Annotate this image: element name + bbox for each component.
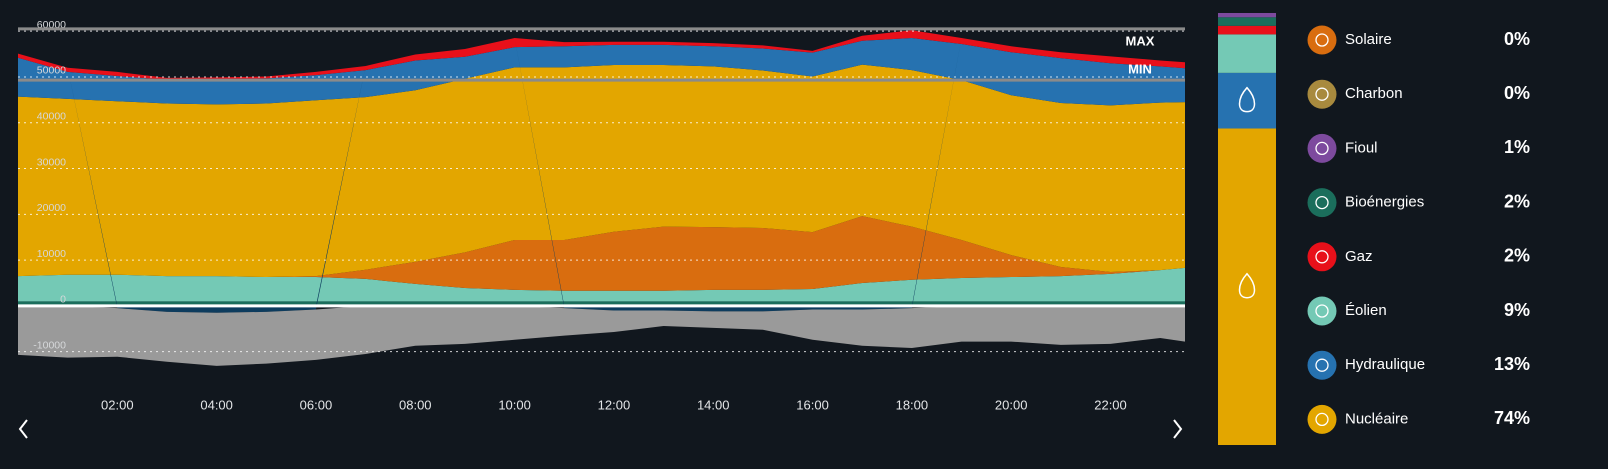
legend-value: 2% [1504, 246, 1530, 266]
legend-value: 9% [1504, 300, 1530, 320]
x-tick-label: 12:00 [598, 397, 631, 412]
legend-label: Hydraulique [1345, 356, 1425, 373]
area [18, 38, 1185, 106]
mix-bar [1218, 13, 1276, 445]
legend-glyph [1315, 250, 1329, 264]
legend-glyph [1315, 141, 1329, 156]
legend-glyph [1315, 33, 1329, 47]
x-tick-label: 06:00 [300, 397, 333, 412]
x-tick-label: 08:00 [399, 397, 432, 412]
legend-label: Gaz [1345, 248, 1373, 265]
next-arrow[interactable] [1173, 419, 1183, 439]
area [18, 267, 1185, 302]
legend-value: 0% [1504, 83, 1530, 103]
y-tick-label: 20000 [37, 202, 66, 214]
legend-icon [1307, 296, 1337, 326]
legend-value: 74% [1494, 408, 1530, 428]
legend-value: 0% [1504, 29, 1530, 49]
area [18, 305, 1185, 366]
legend-label: Charbon [1345, 85, 1403, 102]
y-tick-label: 50000 [37, 65, 66, 77]
x-tick-label: 04:00 [200, 397, 233, 412]
x-tick-label: 02:00 [101, 397, 134, 412]
legend-label: Fioul [1345, 139, 1378, 156]
legend-icon [1307, 25, 1337, 55]
y-tick-label: 30000 [37, 156, 66, 168]
x-tick-label: 18:00 [896, 397, 929, 412]
area [18, 216, 1185, 291]
y-tick-label: 40000 [37, 111, 66, 123]
reference-label: MAX [1126, 33, 1155, 48]
legend-value: 2% [1504, 191, 1530, 211]
legend-icon [1307, 133, 1337, 163]
legend-glyph [1315, 358, 1329, 372]
area [18, 64, 1185, 278]
mix-segment [1218, 13, 1276, 18]
y-tick-label: 10000 [37, 248, 66, 260]
segment-icon [1238, 272, 1256, 299]
legend-icon [1307, 350, 1337, 380]
legend-label: Bioénergies [1345, 194, 1424, 211]
x-tick-label: 22:00 [1094, 397, 1127, 412]
area [18, 30, 1185, 80]
mix-segment [1218, 17, 1276, 26]
legend-value: 13% [1494, 354, 1530, 374]
legend-glyph [1315, 195, 1329, 210]
x-tick-label: 20:00 [995, 397, 1028, 412]
reference-label: MIN [1128, 62, 1152, 77]
legend-icon [1307, 188, 1337, 218]
legend-icon [1307, 242, 1337, 272]
legend-icon [1307, 79, 1337, 109]
y-tick-label: 0 [60, 294, 66, 306]
legend-glyph [1315, 87, 1329, 101]
x-tick-label: 14:00 [697, 397, 730, 412]
mix-segment [1218, 72, 1276, 129]
legend-glyph [1315, 412, 1329, 427]
x-tick-label: 16:00 [796, 397, 829, 412]
prev-arrow[interactable] [18, 419, 28, 439]
legend-glyph [1315, 304, 1329, 318]
mix-segment [1218, 128, 1276, 445]
legend-value: 1% [1504, 137, 1530, 157]
legend-label: Nucléaire [1345, 410, 1408, 427]
x-tick-label: 10:00 [498, 397, 531, 412]
mix-segment [1218, 25, 1276, 35]
segment-icon [1238, 86, 1256, 113]
legend-label: Éolien [1345, 302, 1387, 319]
legend-icon [1307, 404, 1337, 434]
y-tick-label: -10000 [33, 339, 66, 351]
legend-label: Solaire [1345, 31, 1392, 48]
mix-segment [1218, 34, 1276, 73]
